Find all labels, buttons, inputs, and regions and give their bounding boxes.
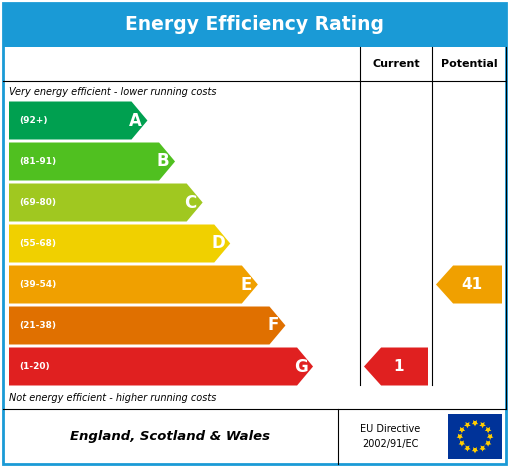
Polygon shape [479, 422, 486, 428]
Text: Not energy efficient - higher running costs: Not energy efficient - higher running co… [9, 393, 216, 403]
Text: (39-54): (39-54) [19, 280, 56, 289]
Polygon shape [464, 422, 471, 428]
Polygon shape [472, 420, 478, 426]
Text: (21-38): (21-38) [19, 321, 56, 330]
Text: (92+): (92+) [19, 116, 47, 125]
Text: E: E [240, 276, 251, 293]
Text: Energy Efficiency Rating: Energy Efficiency Rating [125, 15, 384, 35]
Text: 41: 41 [461, 277, 482, 292]
Text: (55-68): (55-68) [19, 239, 56, 248]
Polygon shape [436, 266, 502, 304]
Text: (1-20): (1-20) [19, 362, 49, 371]
Text: A: A [129, 112, 142, 129]
Polygon shape [472, 447, 478, 453]
Text: F: F [268, 317, 279, 334]
Text: Very energy efficient - lower running costs: Very energy efficient - lower running co… [9, 87, 216, 97]
Text: Current: Current [372, 59, 420, 69]
Polygon shape [457, 434, 463, 440]
Text: G: G [294, 358, 308, 375]
Text: England, Scotland & Wales: England, Scotland & Wales [71, 430, 270, 443]
Bar [3, 3, 506, 47]
Polygon shape [9, 225, 230, 262]
Polygon shape [364, 347, 428, 385]
Polygon shape [9, 101, 148, 140]
Polygon shape [487, 434, 493, 440]
Polygon shape [9, 347, 313, 385]
Text: (69-80): (69-80) [19, 198, 56, 207]
Text: (81-91): (81-91) [19, 157, 56, 166]
Polygon shape [485, 427, 491, 433]
Text: 1: 1 [393, 359, 404, 374]
Polygon shape [9, 142, 175, 181]
Text: C: C [185, 193, 197, 212]
Polygon shape [485, 440, 491, 447]
Polygon shape [464, 446, 471, 452]
Polygon shape [9, 306, 286, 345]
Text: 2002/91/EC: 2002/91/EC [362, 439, 418, 450]
Text: EU Directive: EU Directive [360, 424, 420, 433]
Text: B: B [157, 153, 169, 170]
Text: Potential: Potential [441, 59, 497, 69]
Polygon shape [459, 440, 465, 447]
Polygon shape [459, 427, 465, 433]
Polygon shape [9, 266, 258, 304]
Text: D: D [211, 234, 225, 253]
Bar [448, 414, 502, 459]
Polygon shape [9, 184, 203, 221]
Polygon shape [479, 446, 486, 452]
